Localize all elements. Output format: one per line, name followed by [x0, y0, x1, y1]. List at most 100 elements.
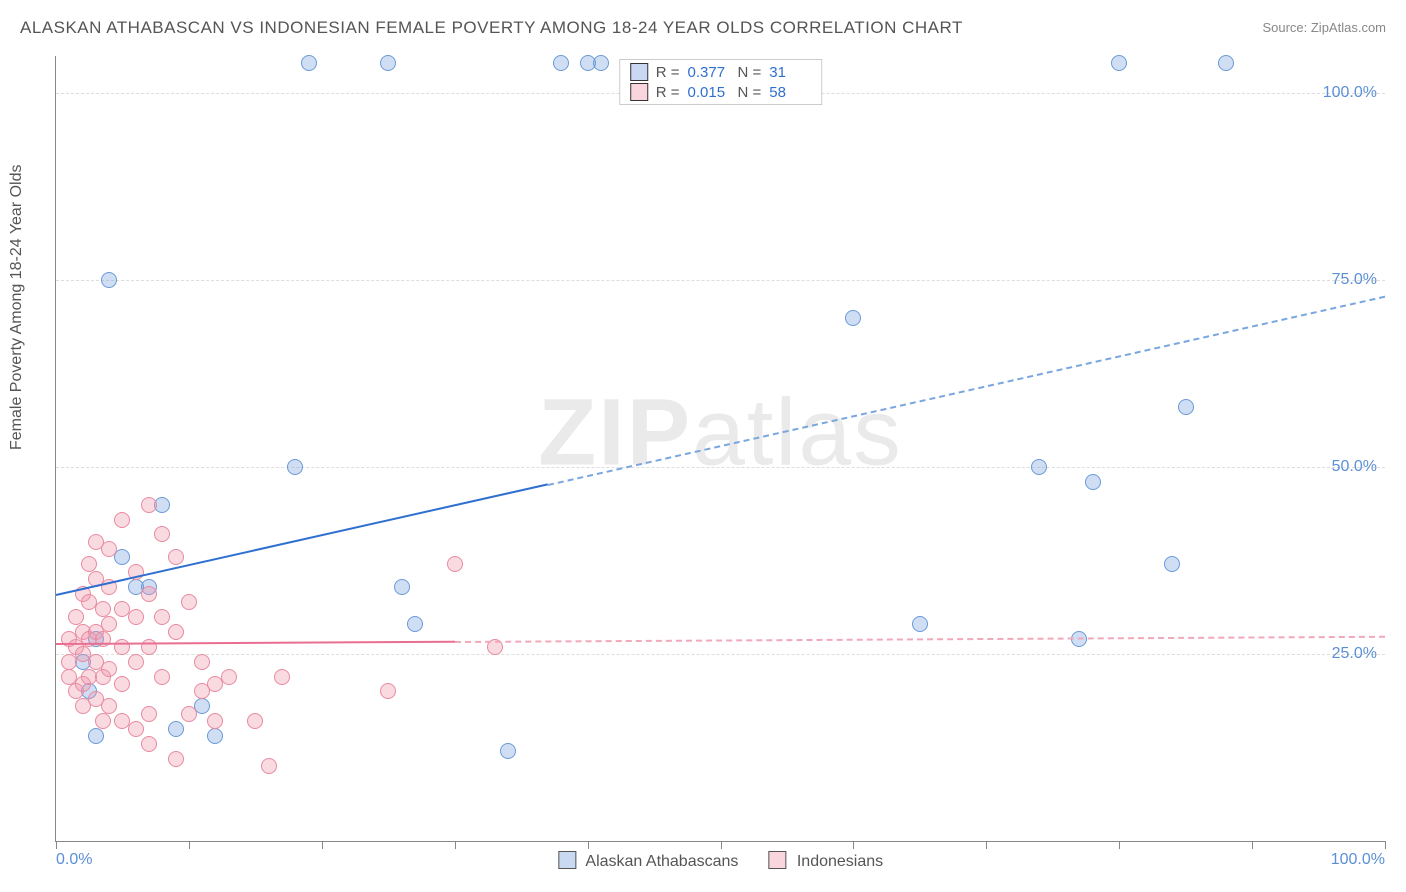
data-point [114, 676, 130, 692]
data-point [1164, 556, 1180, 572]
data-point [181, 706, 197, 722]
data-point [101, 541, 117, 557]
legend-series-label: Indonesians [797, 853, 883, 870]
x-tick [853, 841, 854, 849]
data-point [101, 272, 117, 288]
data-point [128, 721, 144, 737]
data-point [447, 556, 463, 572]
legend-r-value: 0.015 [688, 84, 730, 101]
swatch-icon [630, 83, 648, 101]
x-tick [455, 841, 456, 849]
swatch-icon [558, 851, 576, 869]
data-point [168, 751, 184, 767]
correlation-legend: R = 0.377 N = 31 R = 0.015 N = 58 [619, 59, 823, 105]
x-tick [588, 841, 589, 849]
x-tick [1119, 841, 1120, 849]
trend-line-dashed [547, 295, 1385, 485]
data-point [181, 594, 197, 610]
x-tick [1385, 841, 1386, 849]
x-tick [56, 841, 57, 849]
legend-n-value: 58 [769, 84, 811, 101]
gridline [56, 654, 1385, 655]
data-point [141, 706, 157, 722]
data-point [845, 310, 861, 326]
data-point [81, 556, 97, 572]
scatter-plot-area: ZIPatlas R = 0.377 N = 31 R = 0.015 N = … [55, 56, 1385, 842]
data-point [95, 601, 111, 617]
legend-n-value: 31 [769, 64, 811, 81]
data-point [168, 624, 184, 640]
data-point [128, 654, 144, 670]
legend-r-label: R = [656, 64, 680, 81]
source-attribution: Source: ZipAtlas.com [1262, 20, 1386, 35]
y-tick-label: 100.0% [1323, 84, 1377, 102]
data-point [1085, 474, 1101, 490]
data-point [141, 586, 157, 602]
data-point [141, 736, 157, 752]
data-point [168, 721, 184, 737]
data-point [287, 459, 303, 475]
data-point [88, 728, 104, 744]
swatch-icon [768, 851, 786, 869]
data-point [1111, 55, 1127, 71]
legend-n-label: N = [738, 84, 762, 101]
data-point [301, 55, 317, 71]
data-point [407, 616, 423, 632]
swatch-icon [630, 63, 648, 81]
trend-line-solid [56, 484, 548, 597]
legend-r-value: 0.377 [688, 64, 730, 81]
data-point [101, 698, 117, 714]
data-point [141, 497, 157, 513]
data-point [194, 654, 210, 670]
watermark: ZIPatlas [538, 378, 902, 487]
data-point [380, 683, 396, 699]
x-axis-max-label: 100.0% [1331, 851, 1385, 869]
x-tick [986, 841, 987, 849]
data-point [95, 713, 111, 729]
legend-row-indonesian: R = 0.015 N = 58 [620, 82, 822, 102]
data-point [114, 639, 130, 655]
x-tick [721, 841, 722, 849]
data-point [1178, 399, 1194, 415]
legend-r-label: R = [656, 84, 680, 101]
trend-line-dashed [455, 635, 1385, 642]
data-point [154, 609, 170, 625]
data-point [380, 55, 396, 71]
data-point [154, 669, 170, 685]
data-point [68, 609, 84, 625]
legend-series-label: Alaskan Athabascans [585, 853, 738, 870]
gridline [56, 280, 1385, 281]
data-point [274, 669, 290, 685]
data-point [101, 616, 117, 632]
data-point [912, 616, 928, 632]
x-tick [322, 841, 323, 849]
data-point [168, 549, 184, 565]
data-point [500, 743, 516, 759]
x-tick [1252, 841, 1253, 849]
data-point [593, 55, 609, 71]
data-point [101, 661, 117, 677]
data-point [221, 669, 237, 685]
legend-row-alaskan: R = 0.377 N = 31 [620, 62, 822, 82]
legend-item-indonesian: Indonesians [768, 851, 883, 871]
x-axis-min-label: 0.0% [56, 851, 92, 869]
gridline [56, 467, 1385, 468]
data-point [154, 526, 170, 542]
data-point [1218, 55, 1234, 71]
y-tick-label: 50.0% [1332, 458, 1377, 476]
data-point [261, 758, 277, 774]
data-point [128, 609, 144, 625]
series-legend: Alaskan Athabascans Indonesians [558, 851, 883, 871]
data-point [247, 713, 263, 729]
x-tick [189, 841, 190, 849]
legend-item-alaskan: Alaskan Athabascans [558, 851, 739, 871]
data-point [207, 713, 223, 729]
y-tick-label: 75.0% [1332, 271, 1377, 289]
data-point [114, 512, 130, 528]
chart-title: ALASKAN ATHABASCAN VS INDONESIAN FEMALE … [20, 18, 963, 38]
data-point [207, 728, 223, 744]
data-point [1031, 459, 1047, 475]
data-point [553, 55, 569, 71]
data-point [141, 639, 157, 655]
legend-n-label: N = [738, 64, 762, 81]
